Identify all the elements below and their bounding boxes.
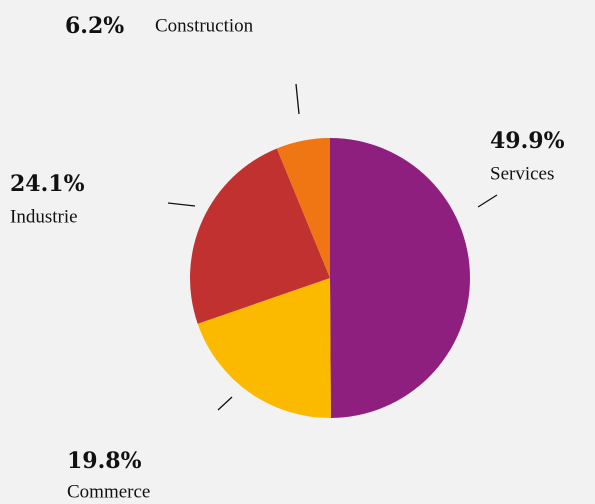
category-label: Industrie [10, 206, 78, 227]
value-label: 6.2% [65, 13, 124, 39]
category-label: Commerce [67, 481, 150, 502]
pie-slice [276, 138, 330, 278]
value-label: 49.9% [490, 128, 565, 154]
value-label: 19.8% [67, 448, 142, 474]
category-label: Construction [155, 15, 254, 36]
pie-slice [197, 278, 331, 418]
leader-line [217, 396, 233, 411]
value-label: 24.1% [10, 171, 85, 197]
leader-line [167, 202, 196, 207]
pie-slice [330, 138, 470, 418]
pie-slice [190, 148, 330, 324]
leader-line [295, 83, 300, 115]
leader-line [477, 194, 498, 208]
category-label: Services [490, 163, 554, 184]
